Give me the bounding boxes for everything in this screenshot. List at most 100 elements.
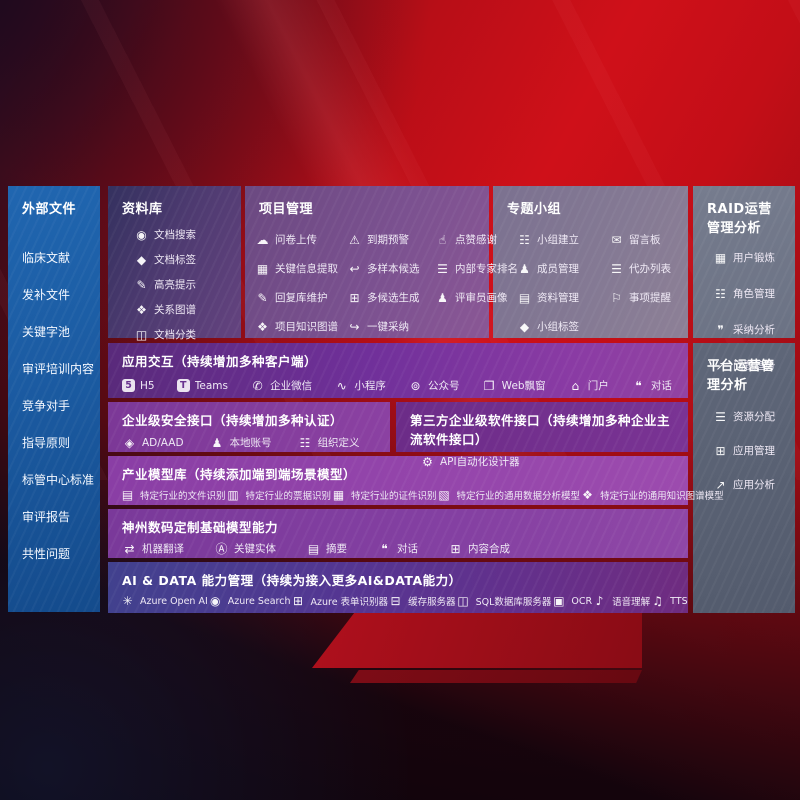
sidebar-item: 发补文件 (22, 288, 71, 302)
highlight-tip-icon: ✎ (136, 277, 147, 292)
machine-translation-icon: ⇄ (124, 541, 135, 556)
sidebar-item: 指导原则 (22, 436, 71, 450)
platform-analysis-list: ☰ 资源分配 ⊞ 应用管理 ↗ 应用分析 (693, 399, 795, 492)
feature-label: Azure 表单识别器 (310, 597, 389, 608)
sidebar-item: 审评报告 (22, 510, 71, 524)
doc-search: ◉ 文档搜索 (134, 227, 235, 242)
panel-title-platform-analysis: 平台运营管理分析 (707, 359, 775, 393)
feature-label: 事项提醒 (629, 292, 671, 304)
feature-label: 回复库维护 (275, 292, 328, 304)
row-enterprise-security-api: 企业级安全接口（持续增加多种认证） ◈ AD/AAD ♟ 本地账号 ☷ 组织定义 (108, 402, 390, 452)
feature-label: H5 (140, 379, 155, 392)
industry-knowledge-graph-model-icon: ❖ (582, 488, 593, 502)
tts: ♫ TTS (650, 595, 687, 607)
feature-label: 小组建立 (537, 234, 579, 246)
sidebar-item: 审评培训内容 (22, 362, 95, 376)
sql-db-server: ◫ SQL数据库服务器 (456, 594, 551, 608)
feature-label: 小程序 (354, 380, 386, 392)
key-entity: Ⓐ 关键实体 (214, 541, 276, 556)
cache-server-icon: ⊟ (390, 594, 401, 608)
group-tag-icon: ◆ (519, 319, 530, 334)
group-tag: ◆ 小组标签 (517, 319, 609, 334)
sql-db-server-icon: ◫ (457, 594, 469, 608)
due-warning-icon: ⚠ (349, 232, 360, 247)
feature-label: 特定行业的通用数据分析模型 (456, 491, 581, 502)
internal-expert-ranking: ☰ 内部专家排名 (435, 261, 518, 276)
sidebar-item: 标管中心标准 (22, 473, 95, 487)
role-manage: ☷ 角色管理 (713, 286, 791, 301)
industry-credential-recognition: ▦ 特定行业的证件识别 (331, 488, 437, 502)
local-account: ♟ 本地账号 (210, 435, 272, 450)
feature-label: 公众号 (428, 380, 460, 392)
feature-label: 高亮提示 (154, 279, 196, 291)
mini-program-icon: ∿ (336, 378, 347, 393)
todo-list-icon: ☰ (611, 261, 622, 276)
app-manage-icon: ⊞ (715, 443, 726, 458)
api-auto-designer: ⚙ API自动化设计器 (420, 454, 520, 469)
panel-platform-analysis: 平台运营管理分析 ☰ 资源分配 ⊞ 应用管理 ↗ 应用分析 (693, 343, 795, 613)
row-app-interaction: 应用交互（持续增加多种客户端） 5 H5 T Teams ✆ 企业微信 ∿ 小程序 ⊚ 公众号 ❐ W… (108, 343, 688, 398)
feature-label: 缓存服务器 (408, 597, 456, 608)
reply-lib-maintain-icon: ✎ (257, 290, 268, 305)
industry-model-list: ▤ 特定行业的文件识别 ▥ 特定行业的票据识别 ▦ 特定行业的证件识别 ▧ 特定行业的通用数据… (108, 485, 724, 502)
feature-label: 资料管理 (537, 292, 579, 304)
feature-label: AD/AAD (142, 436, 184, 449)
wecom: ✆ 企业微信 (250, 378, 313, 393)
industry-knowledge-graph-model: ❖ 特定行业的通用知识图谱模型 (580, 488, 723, 502)
matter-remind: ⚐ 事项提醒 (609, 290, 684, 305)
local-account-icon: ♟ (211, 435, 223, 450)
feature-label: Web飘窗 (501, 380, 546, 392)
project-knowledge-graph: ❖ 项目知识图谱 (255, 319, 347, 334)
industry-file-recognition: ▤ 特定行业的文件识别 (120, 488, 226, 502)
member-manage-icon: ♟ (519, 261, 530, 276)
background-red-shape (312, 612, 642, 668)
row-title-third-party-api: 第三方企业级软件接口（持续增加多种企业主流软件接口） (410, 413, 671, 447)
topic-group-grid: ☷ 小组建立 ✉ 留言板 ♟ 成员管理 ☰ 代办列表 ▤ 资料管理 ⚐ 事项提醒 ◆ 小组标签 (493, 223, 688, 341)
user-training-icon: ▦ (714, 250, 727, 265)
doc-classify-icon: ◫ (135, 327, 148, 342)
feature-label: 关系图谱 (154, 304, 196, 316)
app-analysis-icon: ↗ (715, 477, 726, 492)
material-manage-icon: ▤ (518, 290, 531, 305)
feature-label: 小组标签 (537, 321, 579, 333)
feature-label: 代办列表 (629, 263, 671, 275)
azure-search-icon: ◉ (210, 594, 221, 608)
material-manage: ▤ 资料管理 (517, 290, 609, 305)
doc-tag-icon: ◆ (136, 252, 147, 267)
feature-label: 门户 (587, 380, 609, 392)
panel-project-management: 项目管理 ☁ 问卷上传 ⚠ 到期预警 ☝ 点赞感谢 ▦ 关键信息提取 ↩ 多样本候选 ☰ 内部专家排名… (245, 186, 518, 338)
row-third-party-api: 第三方企业级软件接口（持续增加多种企业主流软件接口） ⚙ API自动化设计器 (396, 402, 688, 468)
role-manage-icon: ☷ (715, 286, 726, 301)
reviewer-portrait-icon: ♟ (437, 290, 448, 305)
feature-label: TTS (670, 595, 688, 607)
feature-label: 多样本候选 (367, 263, 420, 275)
multi-candidate-generate-icon: ⊞ (349, 290, 360, 305)
row-ai-data-capability: AI & DATA 能力管理（持续为接入更多AI&DATA能力） ✳ Azure … (108, 562, 688, 613)
message-board: ✉ 留言板 (609, 232, 684, 247)
row-title-app-interaction: 应用交互（持续增加多种客户端） (122, 354, 318, 369)
teams-icon: T (176, 379, 190, 392)
feature-label: 成员管理 (537, 263, 579, 275)
feature-label: 一键采纳 (367, 321, 409, 333)
data-library-list: ◉ 文档搜索 ◆ 文档标签 ✎ 高亮提示 ❖ 关系图谱 ◫ 文档分类 (108, 223, 241, 342)
web-popup: ❐ Web飘窗 (482, 378, 546, 393)
adoption-analysis-icon: ❞ (717, 322, 724, 337)
issue-trend: ↗ 问题趋势 (713, 358, 791, 373)
panel-topic-group: 专题小组 ☷ 小组建立 ✉ 留言板 ♟ 成员管理 ☰ 代办列表 ▤ 资料管理 ⚐ 事项提醒 ◆ 小组标签 (493, 186, 688, 338)
feature-label: 内容合成 (468, 543, 510, 555)
background-red-band (350, 670, 642, 683)
matter-remind-icon: ⚐ (611, 290, 622, 305)
sidebar-item: 竞争对手 (22, 399, 71, 413)
feature-label: 特定行业的票据识别 (245, 491, 332, 502)
relation-graph-icon: ❖ (136, 302, 147, 317)
feature-label: 项目知识图谱 (275, 321, 338, 333)
key-info-extract: ▦ 关键信息提取 (255, 261, 347, 276)
dialogue: ❝ 对话 (631, 378, 672, 393)
feature-label: 文档搜索 (154, 229, 196, 241)
reviewer-portrait: ♟ 评审员画像 (435, 290, 518, 305)
azure-form-recognizer-icon: ⊞ (292, 594, 304, 608)
multi-sample-candidate: ↩ 多样本候选 (347, 261, 435, 276)
feature-label: 特定行业的文件识别 (140, 491, 226, 502)
content-synthesis: ⊞ 内容合成 (448, 541, 510, 556)
industry-file-recognition-icon: ▤ (121, 488, 134, 502)
